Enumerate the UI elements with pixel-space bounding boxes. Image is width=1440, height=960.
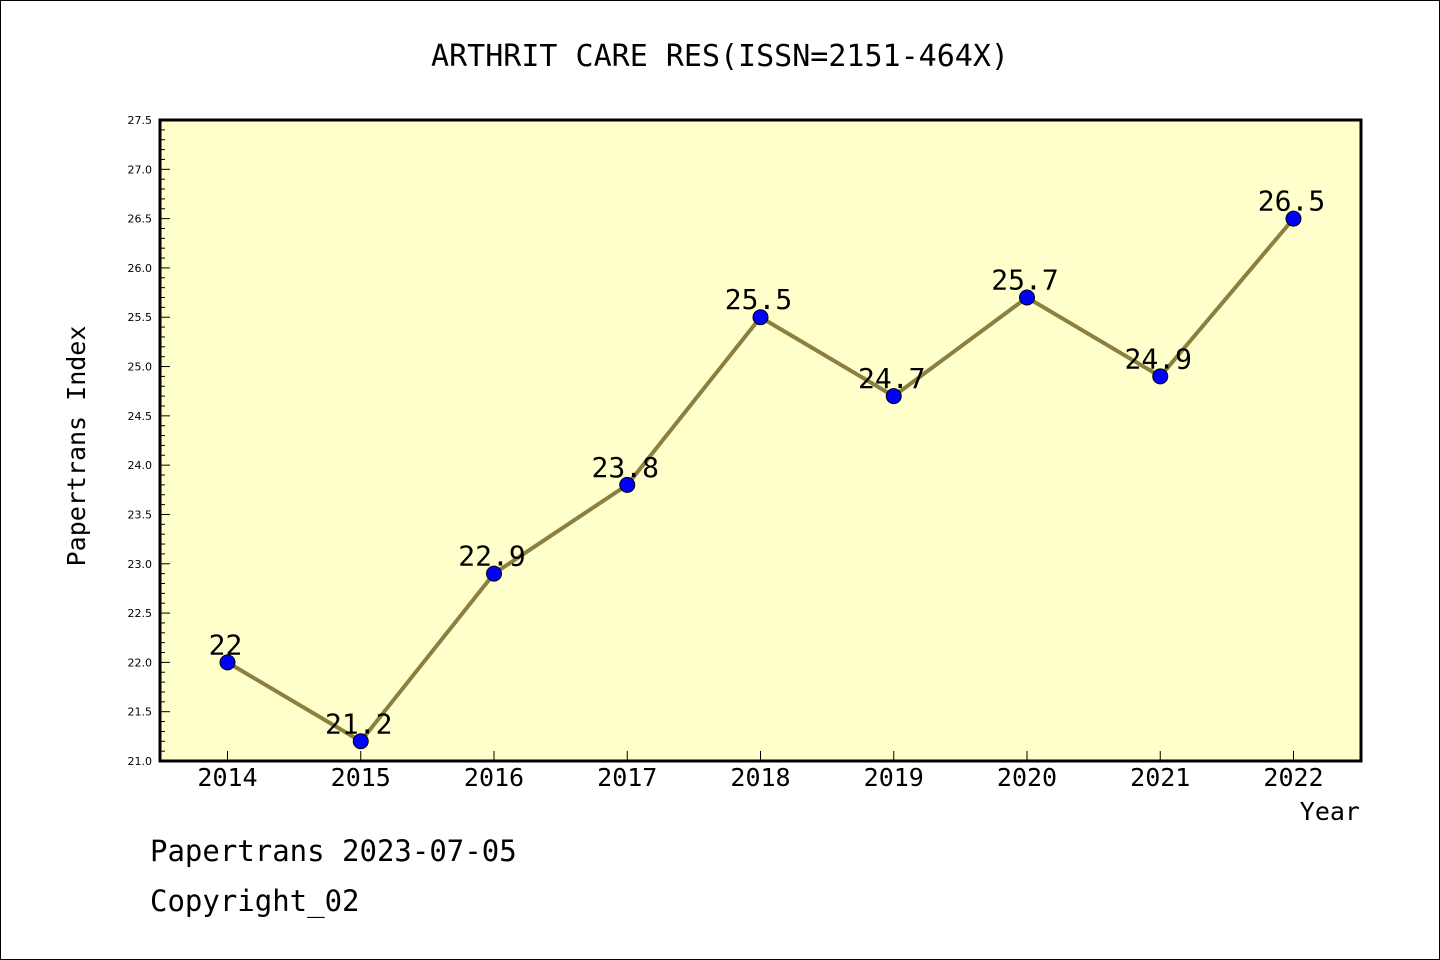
data-label: 22: [209, 628, 243, 661]
data-point: [219, 654, 236, 671]
data-label: 22.9: [458, 540, 525, 573]
data-point: [752, 309, 769, 326]
y-tick-label: 25.0: [128, 361, 153, 374]
x-tick-label: 2021: [1130, 763, 1190, 792]
data-label: 24.7: [858, 362, 925, 395]
data-point: [1285, 210, 1302, 227]
footer-copyright: Copyright_02: [150, 884, 360, 918]
y-tick-label: 24.0: [128, 459, 153, 472]
data-point: [486, 565, 502, 582]
data-point: [1019, 289, 1035, 306]
y-tick-label: 22.0: [128, 656, 153, 669]
data-label: 24.9: [1125, 342, 1192, 375]
y-tick-label: 23.5: [128, 508, 153, 521]
chart-title: ARTHRIT CARE RES(ISSN=2151-464X): [431, 39, 1009, 74]
data-label: 23.8: [592, 451, 659, 484]
x-tick-label: 2015: [331, 763, 391, 792]
x-axis: 2014 2015 2016 2017 2018 2019 2020 2021 2022: [197, 751, 1324, 792]
data-point: [1152, 368, 1169, 385]
x-axis-label: Year: [1300, 797, 1360, 826]
plot-area: [158, 118, 1363, 763]
x-tick-label: 2014: [197, 763, 257, 792]
y-tick-label: 23.0: [128, 558, 153, 571]
y-tick-label: 26.5: [128, 213, 153, 226]
data-label: 25.5: [725, 283, 792, 316]
x-tick-label: 2018: [730, 763, 790, 792]
x-tick-label: 2019: [864, 763, 924, 792]
x-tick-label: 2017: [597, 763, 657, 792]
footer-date: Papertrans 2023-07-05: [150, 834, 517, 868]
y-axis-label: Papertrans Index: [62, 326, 91, 567]
y-tick-label: 27.5: [128, 114, 153, 127]
y-tick-label: 22.5: [128, 607, 153, 620]
x-tick-label: 2020: [997, 763, 1057, 792]
y-tick-label: 26.0: [128, 262, 153, 275]
y-tick-label: 21.0: [128, 755, 153, 768]
data-label: 21.2: [325, 707, 392, 740]
y-tick-label: 25.5: [128, 311, 153, 324]
x-tick-label: 2016: [464, 763, 524, 792]
series-group: 22 21.2 22.9 23.8 25.5 24.7 25.7 24.9 26.5: [209, 185, 1325, 750]
data-label: 26.5: [1258, 185, 1325, 218]
y-tick-label: 24.5: [128, 410, 153, 423]
y-tick-label: 21.5: [128, 706, 153, 719]
y-axis: 21.0 21.5 22.0 22.5 23.0 23.5 24.0 24.5 25.0 25.5…: [128, 114, 170, 768]
y-tick-label: 27.0: [128, 163, 153, 176]
data-point: [352, 733, 369, 750]
x-tick-label: 2022: [1263, 763, 1323, 792]
data-point: [619, 476, 636, 493]
data-point: [885, 388, 902, 405]
data-label: 25.7: [991, 264, 1058, 297]
